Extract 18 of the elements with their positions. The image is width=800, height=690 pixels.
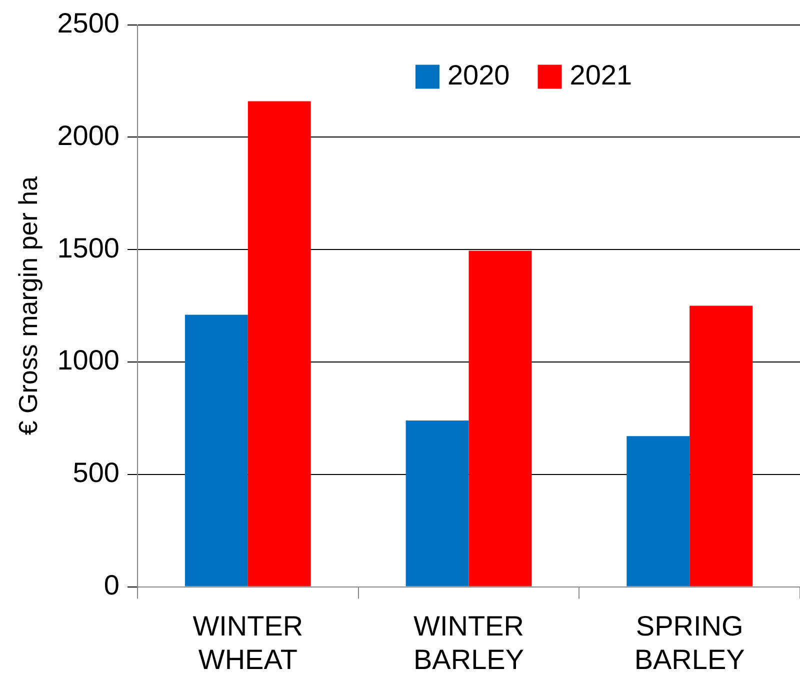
y-axis-title: € Gross margin per ha xyxy=(12,176,43,436)
y-tick-label: 1500 xyxy=(57,232,120,264)
y-tick-label: 2500 xyxy=(57,8,120,39)
legend-label: 2021 xyxy=(570,60,632,91)
bar xyxy=(468,250,532,586)
x-tick-label: WINTER BARLEY xyxy=(413,610,524,675)
legend-label: 2020 xyxy=(447,60,510,91)
y-tick-label: 1000 xyxy=(57,344,120,376)
bar xyxy=(626,436,690,586)
y-tick-label: 0 xyxy=(104,570,120,601)
bar xyxy=(184,314,248,586)
x-tick-label: WINTER WHEAT xyxy=(192,610,304,675)
bar xyxy=(248,101,311,586)
y-tick-label: 500 xyxy=(72,457,120,488)
x-tick-label: SPRING BARLEY xyxy=(634,610,746,675)
y-tick-label: 2000 xyxy=(57,120,120,151)
bar xyxy=(690,306,753,586)
bar xyxy=(406,420,469,586)
